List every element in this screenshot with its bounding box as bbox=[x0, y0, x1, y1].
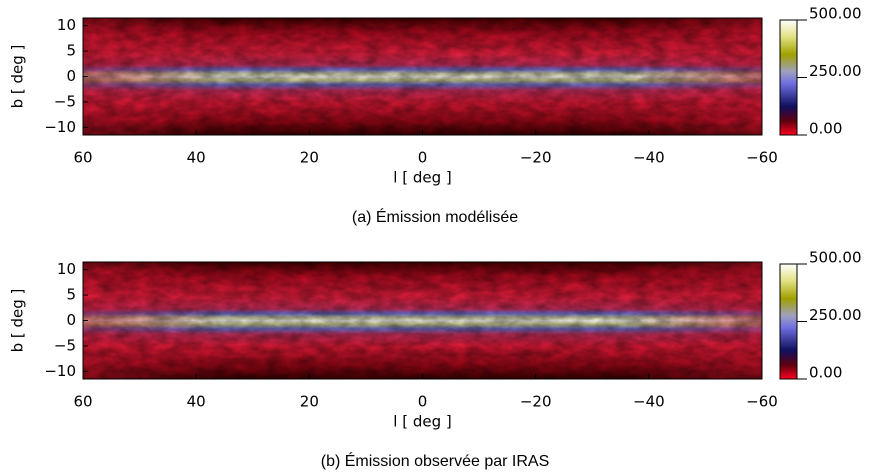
y-tick-label: −5 bbox=[54, 336, 76, 354]
colorbar bbox=[779, 263, 798, 380]
colorbar-tick-label: 500.00 bbox=[809, 249, 862, 267]
colorbar-tick-label: 250.00 bbox=[809, 62, 862, 80]
x-tick-label: −60 bbox=[746, 393, 778, 411]
x-axis-label: l [ deg ] bbox=[393, 169, 451, 187]
y-tick-label: 5 bbox=[66, 286, 76, 304]
y-tick-label: 10 bbox=[57, 260, 76, 278]
y-tick-label: 10 bbox=[57, 16, 76, 34]
colorbar-tick-label: 250.00 bbox=[809, 306, 862, 324]
map-texture bbox=[83, 262, 762, 379]
x-tick-label: 60 bbox=[73, 149, 92, 167]
x-tick-label: 20 bbox=[300, 393, 319, 411]
colorbar-tick-label: 0.00 bbox=[809, 120, 842, 138]
x-tick-label: 40 bbox=[187, 149, 206, 167]
y-tick-label: 5 bbox=[66, 42, 76, 60]
x-tick-label: −40 bbox=[633, 149, 665, 167]
y-tick-label: −10 bbox=[44, 118, 76, 136]
map-texture bbox=[83, 18, 762, 135]
x-tick-label: 0 bbox=[418, 393, 428, 411]
x-tick-label: −40 bbox=[633, 393, 665, 411]
caption: (a) Émission modélisée bbox=[352, 207, 518, 226]
x-tick-label: −20 bbox=[520, 393, 552, 411]
y-tick-label: −10 bbox=[44, 362, 76, 380]
x-tick-label: −60 bbox=[746, 149, 778, 167]
x-tick-label: 60 bbox=[73, 393, 92, 411]
x-tick-label: 20 bbox=[300, 149, 319, 167]
caption: (b) Émission observée par IRAS bbox=[321, 451, 550, 470]
y-tick-label: 0 bbox=[66, 311, 76, 329]
colorbar-tick-label: 500.00 bbox=[809, 5, 862, 23]
y-axis-label: b [ deg ] bbox=[9, 289, 27, 353]
y-tick-label: 0 bbox=[66, 67, 76, 85]
x-tick-label: 40 bbox=[187, 393, 206, 411]
y-axis-label: b [ deg ] bbox=[9, 45, 27, 109]
colorbar bbox=[779, 19, 798, 136]
x-tick-label: 0 bbox=[418, 149, 428, 167]
colorbar-tick-label: 0.00 bbox=[809, 364, 842, 382]
y-tick-label: −5 bbox=[54, 92, 76, 110]
x-axis-label: l [ deg ] bbox=[393, 413, 451, 431]
x-tick-label: −20 bbox=[520, 149, 552, 167]
